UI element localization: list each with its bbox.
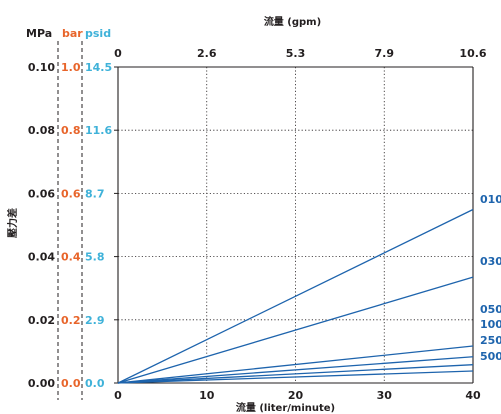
series-line-500 bbox=[117, 370, 474, 384]
series-label-100: 100 bbox=[480, 318, 501, 331]
unit-label-bar: bar bbox=[62, 27, 83, 40]
series-line-100 bbox=[117, 356, 474, 384]
x2-tick-label: 10.6 bbox=[459, 47, 486, 60]
y-tick-label-bar: 0.2 bbox=[61, 314, 81, 327]
y-tick-label-mpa: 0.00 bbox=[28, 377, 55, 390]
y-tick-label-bar: 0.8 bbox=[61, 124, 81, 137]
y-tick-label-mpa: 0.06 bbox=[28, 187, 55, 200]
y-tick-label-psid: 8.7 bbox=[85, 187, 105, 200]
x-tick-label: 40 bbox=[465, 389, 481, 402]
y-tick-label-bar: 0.6 bbox=[61, 187, 81, 200]
x2-tick-label: 2.6 bbox=[197, 47, 217, 60]
unit-label-mpa: MPa bbox=[26, 27, 52, 40]
x2-tick-label: 7.9 bbox=[375, 47, 395, 60]
x2-tick-label: 5.3 bbox=[286, 47, 306, 60]
x-tick-label: 30 bbox=[377, 389, 393, 402]
series-label-500: 500 bbox=[480, 350, 501, 363]
y-tick-label-mpa: 0.04 bbox=[28, 251, 55, 264]
x2-tick-label: 0 bbox=[114, 47, 122, 60]
grid-layer bbox=[118, 66, 473, 383]
series-line-030 bbox=[117, 276, 474, 384]
series-label-010: 010 bbox=[480, 193, 501, 206]
y-tick-label-psid: 2.9 bbox=[85, 314, 105, 327]
series-label-050: 050 bbox=[480, 303, 501, 316]
unit-label-psid: psid bbox=[85, 27, 111, 40]
series-layer bbox=[117, 208, 474, 384]
axis-layer bbox=[57, 41, 474, 400]
label-layer: MPa bar psid 0.00 0.0 0.0 0.02 0.2 2.9 0.04 0.4 5.8… bbox=[6, 15, 501, 414]
y-tick-label-bar: 1.0 bbox=[61, 61, 81, 74]
x-tick-label: 0 bbox=[114, 389, 122, 402]
x2-axis-title: 流量 (gpm) bbox=[264, 15, 321, 28]
y-tick-label-bar: 0.0 bbox=[61, 377, 81, 390]
y-tick-label-psid: 14.5 bbox=[85, 61, 112, 74]
y-tick-label-psid: 5.8 bbox=[85, 251, 105, 264]
series-line-250 bbox=[117, 364, 474, 384]
y-tick-label-psid: 11.6 bbox=[85, 124, 112, 137]
series-label-030: 030 bbox=[480, 255, 501, 268]
series-line-010 bbox=[117, 208, 474, 384]
series-label-250: 250 bbox=[480, 334, 501, 347]
y-tick-label-mpa: 0.02 bbox=[28, 314, 55, 327]
y-tick-label-mpa: 0.08 bbox=[28, 124, 55, 137]
x-axis-title: 流量 (liter/minute) bbox=[236, 401, 335, 414]
y-axis-title: 壓力差 bbox=[6, 208, 19, 238]
x-tick-label: 20 bbox=[288, 389, 304, 402]
y-tick-label-mpa: 0.10 bbox=[28, 61, 55, 74]
y-tick-label-psid: 0.0 bbox=[85, 377, 105, 390]
series-line-050 bbox=[117, 345, 474, 384]
x-tick-label: 10 bbox=[199, 389, 215, 402]
y-tick-label-bar: 0.4 bbox=[61, 251, 81, 264]
